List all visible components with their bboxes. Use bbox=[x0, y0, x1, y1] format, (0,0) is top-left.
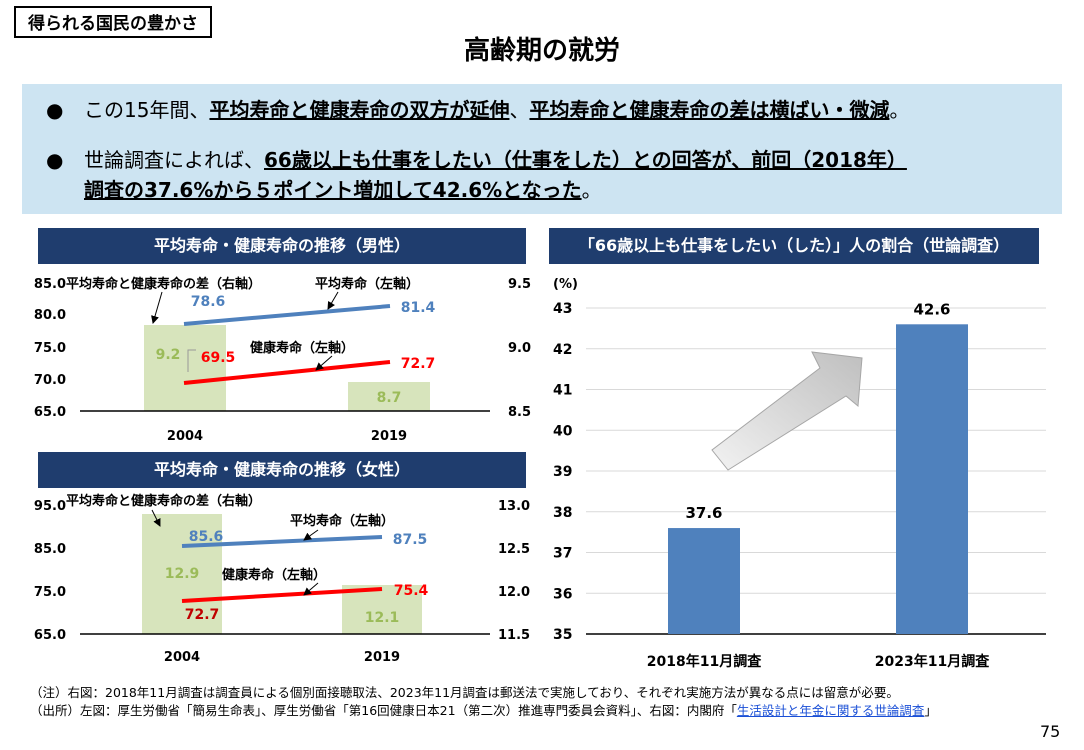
female-x-label: 2019 bbox=[364, 650, 400, 665]
b1-u2: 平均寿命と健康寿命の差は横ばい・微減 bbox=[529, 98, 890, 122]
male-left-tick: 75.0 bbox=[34, 341, 66, 356]
survey-source-link[interactable]: 生活設計と年金に関する世論調査 bbox=[736, 703, 925, 718]
female-left-tick: 75.0 bbox=[34, 585, 66, 600]
male-healthy-value: 69.5 bbox=[201, 350, 236, 366]
female-right-tick: 12.0 bbox=[498, 585, 530, 600]
male-left-tick: 65.0 bbox=[34, 405, 66, 420]
male-healthy-legend: 健康寿命（左軸） bbox=[250, 340, 354, 356]
b2-end: 。 bbox=[581, 178, 602, 202]
male-left-tick: 80.0 bbox=[34, 308, 66, 323]
female-healthy-legend: 健康寿命（左軸） bbox=[222, 567, 326, 583]
male-gap-value: 8.7 bbox=[377, 390, 402, 406]
b2-u1: 66歳以上も仕事をしたい（仕事をした）との回答が、前回（2018年） bbox=[264, 148, 907, 172]
female-healthy-value: 75.4 bbox=[394, 583, 429, 599]
female-avg-value: 85.6 bbox=[189, 529, 224, 545]
survey-y-tick: 40 bbox=[553, 423, 573, 439]
female-gap-legend: 平均寿命と健康寿命の差（右軸） bbox=[66, 493, 261, 509]
female-right-tick: 13.0 bbox=[498, 499, 530, 514]
note-line-2: （出所）左図：厚生労働省「簡易生命表」、厚生労働省「第16回健康日本21（第二次… bbox=[30, 703, 937, 718]
male-chart-title: 平均寿命・健康寿命の推移（男性） bbox=[38, 228, 526, 264]
female-chart-title: 平均寿命・健康寿命の推移（女性） bbox=[38, 452, 526, 488]
female-avg-line bbox=[181, 535, 383, 548]
male-gap-legend: 平均寿命と健康寿命の差（右軸） bbox=[66, 276, 261, 292]
b1-end: 。 bbox=[889, 98, 910, 122]
male-right-tick: 9.5 bbox=[508, 277, 531, 292]
female-gap-bar-2004 bbox=[142, 514, 222, 634]
male-x-label: 2004 bbox=[167, 429, 203, 444]
section-tag: 得られる国民の豊かさ bbox=[14, 6, 212, 38]
survey-y-tick: 35 bbox=[553, 627, 572, 643]
male-avg-legend: 平均寿命（左軸） bbox=[315, 276, 419, 292]
note-line-1: （注）右図：2018年11月調査は調査員による個別面接聴取法、2023年11月調… bbox=[30, 685, 899, 700]
female-right-tick: 11.5 bbox=[498, 628, 530, 643]
b2-u2: 調査の37.6%から５ポイント増加して42.6%となった bbox=[84, 178, 582, 202]
female-gap-bar-2019 bbox=[342, 585, 422, 634]
male-gap-bar-2019 bbox=[348, 382, 430, 411]
page-number: 75 bbox=[1040, 722, 1061, 741]
survey-y-tick: 39 bbox=[553, 464, 572, 480]
bullet-icon: ● bbox=[46, 148, 64, 172]
survey-category-label: 2018年11月調査 bbox=[647, 653, 762, 670]
female-left-tick: 95.0 bbox=[34, 499, 66, 514]
male-avg-value: 81.4 bbox=[401, 300, 436, 316]
female-right-tick: 12.5 bbox=[498, 542, 530, 557]
survey-y-tick: 41 bbox=[553, 383, 572, 399]
survey-y-tick: 42 bbox=[553, 342, 572, 358]
page-title: 高齢期の就労 bbox=[463, 36, 620, 66]
increase-arrow-icon bbox=[711, 351, 863, 471]
male-gap-bar-2004 bbox=[144, 325, 226, 411]
female-x-label: 2004 bbox=[164, 650, 200, 665]
male-right-tick: 8.5 bbox=[508, 405, 531, 420]
female-healthy-line bbox=[181, 587, 383, 603]
right-chart-title: 「66歳以上も仕事をしたい（した）」人の割合（世論調査） bbox=[549, 228, 1039, 264]
survey-unit: (%) bbox=[553, 277, 578, 292]
b1-u1: 平均寿命と健康寿命の双方が延伸 bbox=[209, 98, 510, 122]
survey-value-label: 37.6 bbox=[685, 504, 722, 522]
survey-y-tick: 36 bbox=[553, 586, 572, 602]
male-right-tick: 9.0 bbox=[508, 341, 531, 356]
female-gap-value: 12.1 bbox=[365, 610, 400, 626]
survey-bar bbox=[896, 324, 968, 634]
male-x-label: 2019 bbox=[371, 429, 407, 444]
survey-chart: (%) 43 42 41 40 39 38 37 36 35 37.6 2018年11月調査 42.… bbox=[553, 277, 1046, 670]
bullet-icon: ● bbox=[46, 98, 64, 122]
female-chart: 95.0 85.0 75.0 65.0 13.0 12.5 12.0 11.5 … bbox=[34, 493, 530, 665]
male-healthy-value: 72.7 bbox=[401, 356, 436, 372]
female-left-tick: 85.0 bbox=[34, 542, 66, 557]
survey-y-tick: 37 bbox=[553, 546, 572, 562]
survey-category-label: 2023年11月調査 bbox=[875, 653, 990, 670]
male-gap-value: 9.2 bbox=[156, 347, 181, 363]
female-avg-legend: 平均寿命（左軸） bbox=[290, 513, 394, 529]
male-left-tick: 85.0 bbox=[34, 277, 66, 292]
survey-y-tick: 38 bbox=[553, 505, 572, 521]
male-left-tick: 70.0 bbox=[34, 373, 66, 388]
female-healthy-value: 72.7 bbox=[185, 607, 220, 623]
male-avg-line bbox=[183, 304, 391, 326]
b2-pre: 世論調査によれば、 bbox=[84, 148, 264, 172]
summary-box: ● この15年間、平均寿命と健康寿命の双方が延伸、平均寿命と健康寿命の差は横ばい… bbox=[22, 84, 1062, 214]
survey-bar bbox=[668, 528, 740, 634]
b1-pre: この15年間、 bbox=[84, 98, 210, 122]
survey-y-tick: 43 bbox=[553, 301, 572, 317]
survey-value-label: 42.6 bbox=[913, 300, 950, 318]
footnotes: （注）右図：2018年11月調査は調査員による個別面接聴取法、2023年11月調… bbox=[30, 684, 937, 720]
male-chart: 85.0 80.0 75.0 70.0 65.0 9.5 9.0 8.5 200… bbox=[34, 276, 531, 444]
b1-mid: 、 bbox=[509, 98, 530, 122]
male-avg-value: 78.6 bbox=[191, 294, 226, 310]
female-gap-value: 12.9 bbox=[165, 566, 200, 582]
female-left-tick: 65.0 bbox=[34, 628, 66, 643]
male-healthy-line bbox=[183, 360, 391, 385]
female-avg-value: 87.5 bbox=[393, 532, 428, 548]
